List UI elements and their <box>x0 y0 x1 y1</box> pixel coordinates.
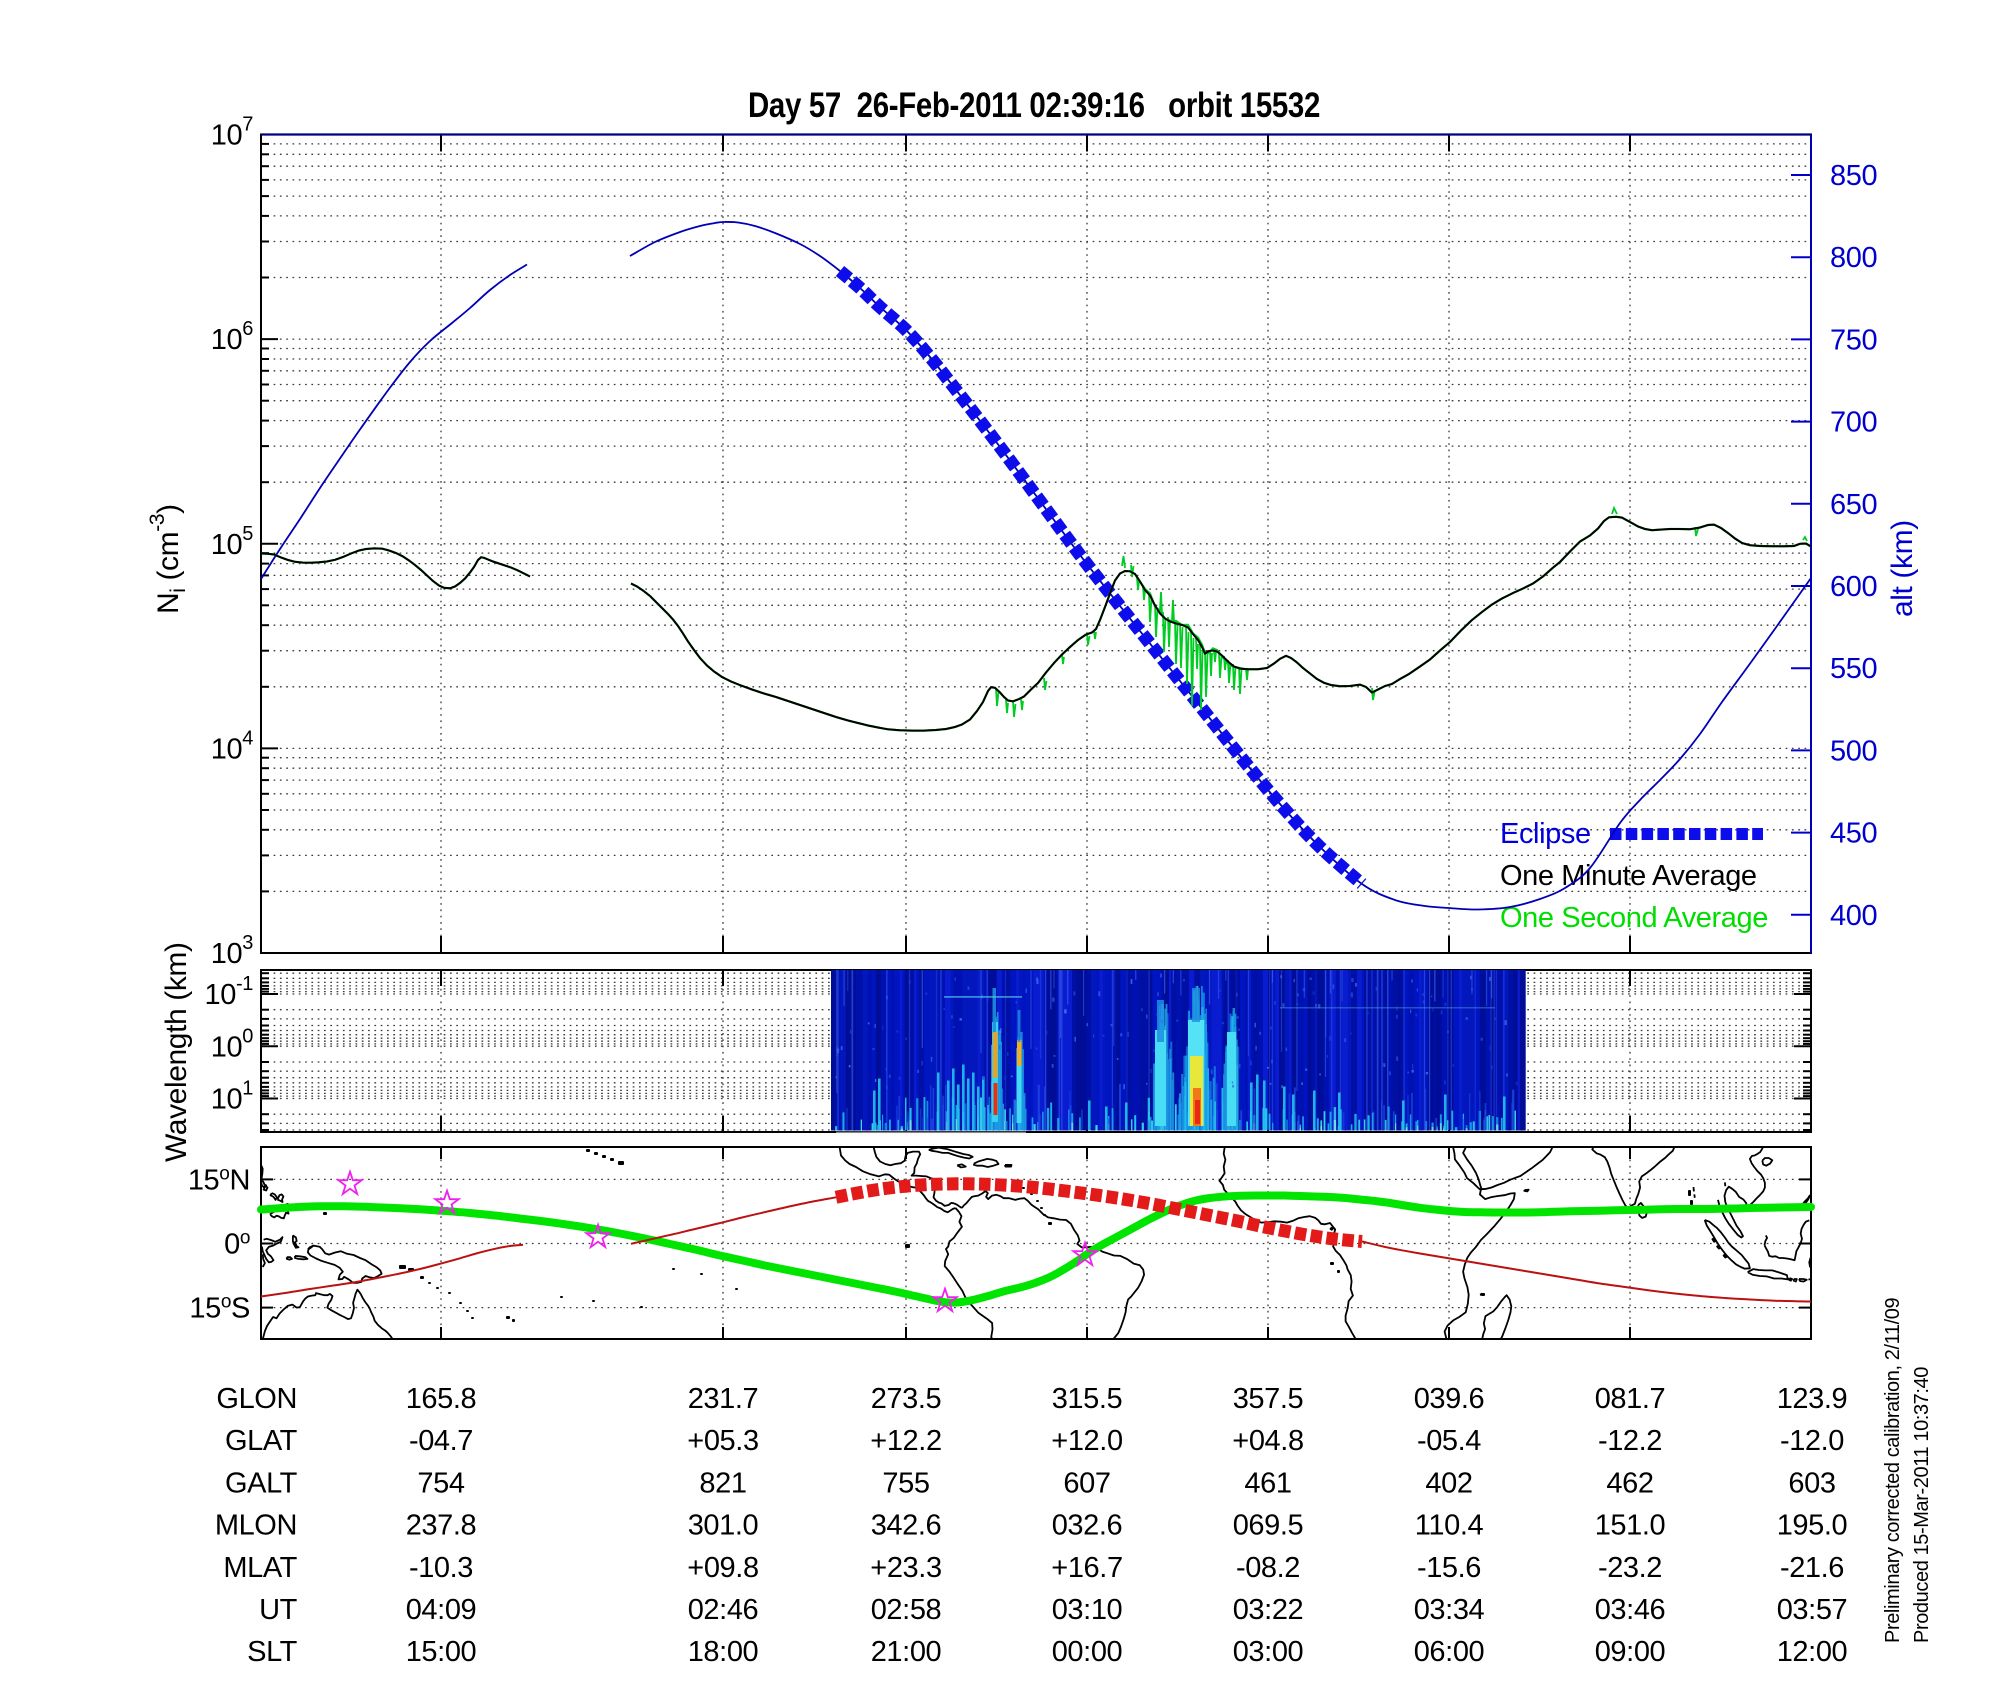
svg-text:151.0: 151.0 <box>1595 1510 1666 1542</box>
svg-text:650: 650 <box>1830 489 1877 521</box>
svg-text:06:00: 06:00 <box>1414 1636 1485 1668</box>
svg-text:15oS: 15oS <box>189 1292 250 1325</box>
svg-text:-23.2: -23.2 <box>1598 1552 1662 1584</box>
svg-text:GLON: GLON <box>216 1383 297 1415</box>
svg-text:+05.3: +05.3 <box>687 1425 758 1457</box>
svg-text:107: 107 <box>211 114 253 152</box>
svg-text:03:34: 03:34 <box>1414 1594 1485 1626</box>
svg-text:461: 461 <box>1244 1467 1291 1499</box>
svg-text:821: 821 <box>699 1467 746 1499</box>
svg-text:One Second Average: One Second Average <box>1500 902 1768 934</box>
svg-text:02:58: 02:58 <box>871 1594 942 1626</box>
svg-text:700: 700 <box>1830 407 1877 439</box>
svg-text:750: 750 <box>1830 324 1877 356</box>
svg-text:03:10: 03:10 <box>1052 1594 1123 1626</box>
svg-text:123.9: 123.9 <box>1777 1383 1848 1415</box>
svg-text:100: 100 <box>211 1025 253 1063</box>
svg-text:101: 101 <box>211 1078 253 1116</box>
svg-text:450: 450 <box>1830 818 1877 850</box>
svg-text:03:00: 03:00 <box>1233 1636 1304 1668</box>
svg-text:-21.6: -21.6 <box>1780 1552 1844 1584</box>
svg-text:301.0: 301.0 <box>688 1510 759 1542</box>
svg-text:104: 104 <box>211 727 253 765</box>
svg-text:10-1: 10-1 <box>205 973 254 1011</box>
svg-text:Produced 15-Mar-2011 10:37:40: Produced 15-Mar-2011 10:37:40 <box>1911 1367 1933 1643</box>
svg-text:400: 400 <box>1830 900 1877 932</box>
svg-text:607: 607 <box>1063 1467 1110 1499</box>
svg-text:00:00: 00:00 <box>1052 1636 1123 1668</box>
svg-text:500: 500 <box>1830 735 1877 767</box>
svg-text:02:46: 02:46 <box>688 1594 759 1626</box>
svg-text:110.4: 110.4 <box>1415 1510 1484 1542</box>
svg-text:850: 850 <box>1830 160 1877 192</box>
svg-text:+12.2: +12.2 <box>870 1425 941 1457</box>
svg-text:069.5: 069.5 <box>1233 1510 1304 1542</box>
svg-text:106: 106 <box>211 318 253 356</box>
svg-text:-04.7: -04.7 <box>409 1425 473 1457</box>
svg-text:462: 462 <box>1606 1467 1653 1499</box>
svg-text:550: 550 <box>1830 653 1877 685</box>
svg-text:342.6: 342.6 <box>871 1510 942 1542</box>
svg-text:+04.8: +04.8 <box>1232 1425 1303 1457</box>
svg-text:GLAT: GLAT <box>225 1425 298 1457</box>
svg-text:039.6: 039.6 <box>1414 1383 1485 1415</box>
svg-text:04:09: 04:09 <box>406 1594 477 1626</box>
svg-text:-15.6: -15.6 <box>1417 1552 1481 1584</box>
svg-text:One Minute Average: One Minute Average <box>1500 860 1757 892</box>
svg-text:-05.4: -05.4 <box>1417 1425 1481 1457</box>
svg-text:15oN: 15oN <box>188 1163 250 1196</box>
svg-text:357.5: 357.5 <box>1233 1383 1304 1415</box>
svg-text:15:00: 15:00 <box>406 1636 477 1668</box>
svg-text:315.5: 315.5 <box>1052 1383 1123 1415</box>
svg-text:0o: 0o <box>224 1228 250 1261</box>
svg-text:Preliminary corrected calibrat: Preliminary corrected calibration, 2/11/… <box>1882 1298 1904 1643</box>
svg-text:273.5: 273.5 <box>871 1383 942 1415</box>
svg-text:600: 600 <box>1830 571 1877 603</box>
svg-text:800: 800 <box>1830 242 1877 274</box>
svg-text:754: 754 <box>417 1467 464 1499</box>
svg-text:+16.7: +16.7 <box>1051 1552 1122 1584</box>
svg-text:195.0: 195.0 <box>1777 1510 1848 1542</box>
svg-text:alt (km): alt (km) <box>1886 520 1919 617</box>
svg-text:18:00: 18:00 <box>688 1636 759 1668</box>
svg-text:165.8: 165.8 <box>406 1383 477 1415</box>
svg-text:03:22: 03:22 <box>1233 1594 1304 1626</box>
svg-text:03:46: 03:46 <box>1595 1594 1666 1626</box>
svg-text:+23.3: +23.3 <box>870 1552 941 1584</box>
svg-text:032.6: 032.6 <box>1052 1510 1123 1542</box>
svg-text:Eclipse: Eclipse <box>1500 818 1591 850</box>
svg-text:09:00: 09:00 <box>1595 1636 1666 1668</box>
svg-text:-10.3: -10.3 <box>409 1552 473 1584</box>
svg-text:GALT: GALT <box>225 1467 298 1499</box>
svg-text:SLT: SLT <box>247 1636 298 1668</box>
svg-text:03:57: 03:57 <box>1777 1594 1848 1626</box>
svg-text:237.8: 237.8 <box>406 1510 477 1542</box>
svg-text:402: 402 <box>1425 1467 1472 1499</box>
svg-text:755: 755 <box>882 1467 929 1499</box>
svg-text:Wavelength (km): Wavelength (km) <box>160 942 193 1162</box>
svg-text:MLAT: MLAT <box>223 1552 297 1584</box>
svg-text:Day 57 26-Feb-2011 02:39:16: Day 57 26-Feb-2011 02:39:16 orbit 15532 <box>748 86 1320 125</box>
svg-text:081.7: 081.7 <box>1595 1383 1666 1415</box>
svg-text:UT: UT <box>259 1594 298 1626</box>
svg-text:12:00: 12:00 <box>1777 1636 1848 1668</box>
svg-text:105: 105 <box>211 523 253 561</box>
svg-text:-12.0: -12.0 <box>1780 1425 1844 1457</box>
svg-text:-12.2: -12.2 <box>1598 1425 1662 1457</box>
svg-text:603: 603 <box>1788 1467 1835 1499</box>
svg-text:+12.0: +12.0 <box>1051 1425 1122 1457</box>
svg-text:231.7: 231.7 <box>688 1383 759 1415</box>
svg-text:MLON: MLON <box>215 1510 297 1542</box>
svg-text:+09.8: +09.8 <box>687 1552 758 1584</box>
svg-text:21:00: 21:00 <box>871 1636 942 1668</box>
svg-text:Ni (cm-3): Ni (cm-3) <box>146 504 190 614</box>
svg-text:-08.2: -08.2 <box>1236 1552 1300 1584</box>
svg-text:103: 103 <box>211 932 253 970</box>
